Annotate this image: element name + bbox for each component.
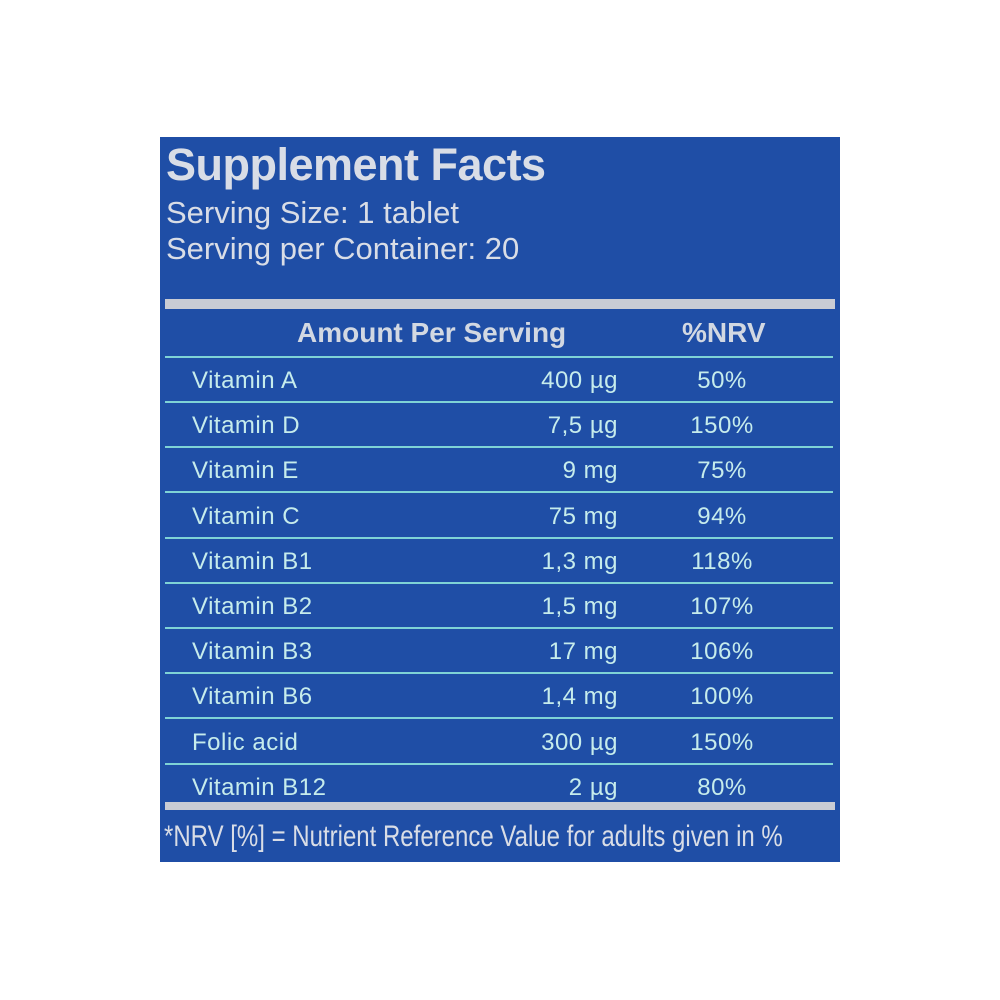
nrv: 150%	[690, 728, 754, 756]
amount: 1,5 mg	[541, 593, 618, 620]
row-rule	[165, 627, 833, 629]
nrv: 94%	[697, 502, 747, 530]
nrv: 75%	[697, 457, 747, 485]
nutrient-name: Vitamin D	[192, 412, 301, 440]
table-row: Vitamin B6 1,4 mg 100%	[160, 675, 840, 720]
table-row: Vitamin B2 1,5 mg 107%	[160, 585, 840, 630]
footnote: *NRV [%] = Nutrient Reference Value for …	[164, 820, 783, 853]
servings-per-container: Serving per Container: 20	[166, 231, 520, 266]
table-row: Vitamin D 7,5 µg 150%	[160, 404, 840, 449]
nutrient-name: Vitamin C	[192, 502, 301, 530]
table-row: Vitamin E 9 mg 75%	[160, 449, 840, 494]
amount: 7,5 µg	[547, 412, 618, 440]
row-rule	[165, 717, 833, 720]
title: Supplement Facts	[166, 139, 546, 190]
nutrient-name: Folic acid	[192, 728, 299, 756]
column-header: %NRV	[682, 317, 766, 348]
nrv: 107%	[690, 593, 754, 620]
nutrient-name: Vitamin B6	[192, 683, 313, 711]
nutrient-name: Vitamin B2	[192, 593, 313, 620]
table-row: Vitamin B12 2 µg 80%	[160, 766, 840, 811]
row-rule	[165, 401, 833, 403]
table-row: Vitamin A 400 µg 50%	[160, 359, 840, 404]
amount: 17 mg	[548, 638, 618, 666]
nutrient-name: Vitamin E	[192, 457, 299, 485]
row-rule	[165, 446, 833, 449]
nrv: 80%	[697, 773, 747, 801]
table-row: Vitamin B3 17 mg 106%	[160, 630, 840, 675]
nrv: 118%	[691, 547, 753, 575]
nutrient-name: Vitamin A	[192, 367, 298, 394]
divider-bar	[165, 802, 835, 810]
amount: 75 mg	[548, 502, 618, 530]
table-row: Vitamin C 75 mg 94%	[160, 495, 840, 540]
nrv: 50%	[697, 367, 747, 394]
nrv: 100%	[690, 683, 754, 711]
amount: 9 mg	[562, 457, 618, 485]
table-row: Vitamin B1 1,3 mg 118%	[160, 540, 840, 585]
nutrient-name: Vitamin B1	[192, 547, 313, 575]
row-rule	[165, 762, 833, 765]
amount: 1,3 mg	[541, 547, 618, 575]
column-header: Amount Per Serving	[297, 317, 567, 348]
row-rule	[165, 536, 833, 539]
amount: 300 µg	[541, 728, 618, 756]
divider-bar	[165, 299, 835, 309]
row-rule	[165, 672, 833, 675]
nrv: 150%	[690, 412, 754, 440]
nrv: 106%	[690, 638, 754, 666]
table-row: Folic acid 300 µg 150%	[160, 721, 840, 766]
amount: 2 µg	[568, 773, 618, 801]
serving-size: Serving Size: 1 tablet	[166, 195, 459, 230]
amount: 1,4 mg	[541, 683, 618, 711]
row-rule	[165, 491, 833, 494]
amount: 400 µg	[541, 367, 618, 394]
nutrient-name: Vitamin B12	[192, 773, 327, 801]
row-rule	[165, 356, 833, 358]
row-rule	[165, 581, 833, 584]
nutrient-name: Vitamin B3	[192, 638, 313, 666]
facts-panel: Supplement Facts Serving Size: 1 tablet …	[160, 137, 840, 862]
